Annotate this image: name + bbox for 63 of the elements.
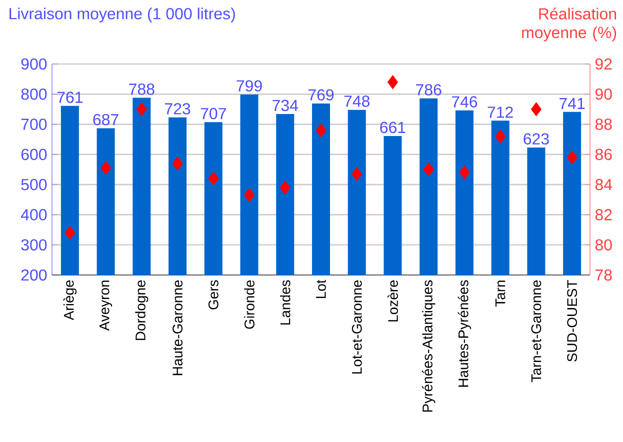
x-tick-label: Tarn-et-Garonne xyxy=(531,280,542,382)
y-tick-label: 800 xyxy=(21,88,47,100)
x-tick-label: Haute-Garonne xyxy=(172,280,182,376)
x-tick-label: Tarn xyxy=(495,280,506,307)
data-label: 748 xyxy=(344,96,370,107)
data-label: 707 xyxy=(200,108,226,120)
point xyxy=(495,129,506,144)
x-tick-label: Gironde xyxy=(244,280,254,329)
y-tick-label: 700 xyxy=(21,118,47,130)
y2-tick-label: 82 xyxy=(595,209,612,220)
y-tick-label: 600 xyxy=(21,148,47,160)
data-label: 786 xyxy=(416,84,442,96)
data-label: 761 xyxy=(57,92,82,103)
point xyxy=(100,161,112,175)
point xyxy=(530,102,542,116)
x-tick-label: Lot-et-Garonne xyxy=(352,280,362,374)
point xyxy=(387,75,398,90)
x-tick-label: Hautes-Pyrénées xyxy=(458,280,472,387)
data-label: 687 xyxy=(93,114,118,126)
y2-tick-label: 80 xyxy=(595,239,612,251)
point xyxy=(172,156,183,170)
y-tick-label: 900 xyxy=(21,58,47,70)
y-tick-label: 200 xyxy=(21,269,47,281)
point xyxy=(64,226,76,240)
data-label: 734 xyxy=(272,100,298,112)
y-tick-label: 500 xyxy=(21,178,47,190)
x-tick-label: Lozère xyxy=(388,280,398,322)
y2-axis-title: Réalisation moyenne (%) xyxy=(522,8,616,42)
point xyxy=(316,123,326,138)
x-tick-label: Ariège xyxy=(63,280,77,320)
y2-tick-label: 92 xyxy=(595,58,612,70)
x-tick-label: Landes xyxy=(280,280,290,324)
point xyxy=(352,167,362,181)
data-label: 712 xyxy=(488,106,513,118)
y2-tick-label: 78 xyxy=(596,269,612,281)
x-tick-label: Pyrénées-Atlantiques xyxy=(422,280,436,412)
data-label: 623 xyxy=(524,133,549,145)
point xyxy=(423,162,434,176)
x-tick-label: Aveyron xyxy=(100,280,112,331)
y2-tick-label: 84 xyxy=(595,178,612,190)
data-label: 661 xyxy=(380,122,406,134)
point xyxy=(244,188,255,202)
y2-tick-label: 90 xyxy=(595,88,612,100)
point xyxy=(208,172,219,186)
data-label: 788 xyxy=(129,84,154,95)
y-axis-title: Livraison moyenne (1 000 litres) xyxy=(10,8,235,23)
y-tick-label: 300 xyxy=(21,239,47,251)
point xyxy=(459,166,470,180)
x-tick-label: SUD-OUEST xyxy=(567,280,578,362)
point xyxy=(280,180,290,195)
point xyxy=(566,150,578,164)
y2-tick-label: 86 xyxy=(595,148,612,160)
data-label: 723 xyxy=(165,103,190,114)
data-label: 769 xyxy=(308,89,334,101)
y2-tick-label: 88 xyxy=(595,118,612,130)
data-label: 741 xyxy=(560,98,585,109)
x-tick-label: Lot xyxy=(316,280,326,298)
x-tick-label: Dordogne xyxy=(135,280,148,340)
y-tick-label: 400 xyxy=(20,209,47,220)
data-label: 746 xyxy=(452,96,478,108)
point xyxy=(136,102,147,116)
x-tick-label: Gers xyxy=(208,280,218,310)
data-label: 799 xyxy=(236,80,262,92)
